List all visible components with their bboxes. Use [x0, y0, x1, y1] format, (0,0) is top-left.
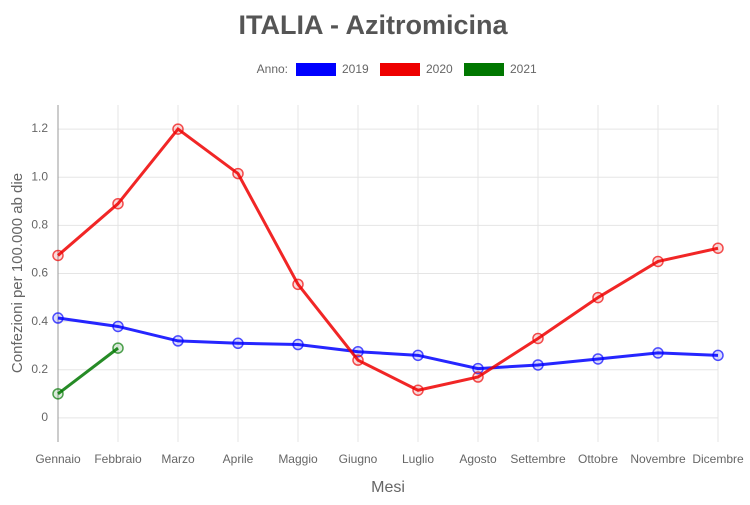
data-point [532, 359, 544, 371]
data-point [352, 354, 364, 366]
data-point [472, 362, 484, 375]
data-point [652, 347, 664, 359]
data-point [112, 320, 124, 333]
series-line [57, 346, 119, 396]
data-point [172, 335, 184, 347]
legend-label: 2019 [342, 62, 369, 76]
x-tick-label: Gennaio [35, 452, 81, 466]
data-point [412, 349, 424, 362]
data-point [712, 349, 724, 362]
data-point [112, 342, 124, 354]
y-tick-label: 0.2 [31, 362, 48, 376]
x-tick-label: Ottobre [578, 452, 618, 466]
data-point [172, 123, 184, 135]
y-tick-label: 1.0 [31, 169, 48, 183]
y-tick-label: 0.6 [31, 266, 48, 280]
data-point [652, 255, 664, 268]
data-point [52, 388, 64, 400]
x-tick-label: Febbraio [94, 452, 142, 466]
data-point [592, 353, 604, 365]
data-point [52, 312, 64, 324]
x-tick-label: Marzo [161, 452, 195, 466]
x-tick-label: Dicembre [692, 452, 744, 466]
y-tick-label: 0.8 [31, 218, 48, 232]
x-tick-label: Giugno [339, 452, 378, 466]
x-tick-label: Maggio [278, 452, 318, 466]
legend-title: Anno: [257, 62, 288, 76]
data-point [232, 337, 244, 350]
x-tick-label: Agosto [459, 452, 497, 466]
series-line [57, 127, 719, 392]
x-tick-label: Novembre [630, 452, 686, 466]
x-axis-label: Mesi [371, 479, 405, 496]
legend-label: 2020 [426, 62, 453, 76]
legend-swatch [464, 63, 504, 76]
data-point [292, 338, 304, 351]
data-point [412, 384, 424, 396]
data-point [292, 278, 304, 291]
legend-swatch [296, 63, 336, 76]
data-point [52, 249, 64, 262]
y-tick-label: 0.4 [31, 314, 48, 328]
series-line [57, 316, 719, 371]
data-point [232, 167, 244, 180]
y-axis-label: Confezioni per 100.000 ab die [9, 173, 26, 373]
chart-title: ITALIA - Azitromicina [239, 10, 509, 40]
data-point [112, 197, 124, 210]
legend-swatch [380, 63, 420, 76]
data-point [592, 291, 604, 304]
y-tick-label: 0 [41, 410, 48, 424]
x-tick-label: Aprile [223, 452, 254, 466]
data-point [532, 332, 544, 345]
x-tick-label: Luglio [402, 452, 434, 466]
data-point [712, 242, 724, 254]
x-tick-label: Settembre [510, 452, 566, 466]
y-tick-label: 1.2 [31, 121, 48, 135]
legend-label: 2021 [510, 62, 537, 76]
data-point [472, 371, 484, 383]
